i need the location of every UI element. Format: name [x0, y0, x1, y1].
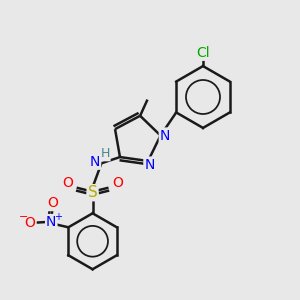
- Text: N: N: [46, 215, 56, 229]
- Text: H: H: [100, 147, 110, 160]
- Text: O: O: [47, 196, 58, 210]
- Text: O: O: [62, 176, 73, 190]
- Text: N: N: [144, 158, 155, 172]
- Text: O: O: [112, 176, 123, 190]
- Text: N: N: [160, 128, 170, 142]
- Text: Cl: Cl: [196, 46, 210, 60]
- Text: S: S: [88, 185, 98, 200]
- Text: +: +: [54, 212, 62, 222]
- Text: N: N: [90, 155, 100, 169]
- Text: −: −: [19, 212, 28, 222]
- Text: O: O: [24, 216, 35, 230]
